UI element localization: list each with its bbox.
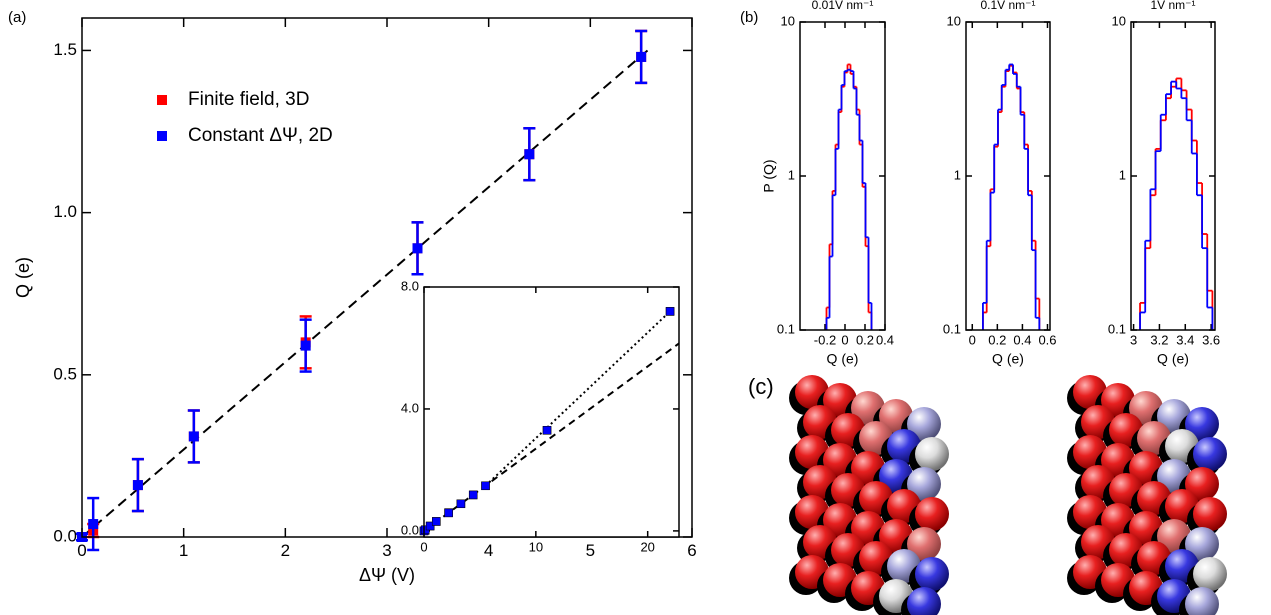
marker (468, 490, 478, 500)
x-tick-label: 0.4 (1013, 332, 1031, 347)
axes-frame (81, 17, 693, 538)
plot-area (966, 22, 1050, 330)
x-tick-label: 20 (640, 539, 654, 554)
y-tick-label: 1 (954, 167, 961, 182)
sphere (915, 557, 949, 591)
y-tick-label: 0.1 (1108, 321, 1126, 336)
y-tick-label: 1.0 (53, 202, 77, 221)
x-tick-label: 0.4 (876, 332, 894, 347)
x-tick-label: 0.2 (988, 332, 1006, 347)
x-tick-label: 5 (586, 541, 595, 560)
marker (188, 431, 199, 442)
marker (425, 521, 435, 531)
chart-title: 0.01V nm⁻¹ (812, 0, 874, 12)
x-tick-label: -0.2 (814, 332, 836, 347)
panel-label: (c) (748, 374, 774, 399)
y-tick-label: 4.0 (401, 400, 419, 415)
x-tick-label: 0 (420, 539, 427, 554)
axes-frame (965, 21, 1051, 331)
y-tick-label: 1 (788, 167, 795, 182)
plot-area (800, 22, 885, 330)
x-tick-label: 3.6 (1202, 332, 1220, 347)
axes-frame (799, 21, 886, 331)
sphere (907, 587, 941, 615)
x-tick-label: 2 (281, 541, 290, 560)
marker (481, 481, 490, 491)
y-tick-label: 10 (947, 13, 961, 28)
y-axis-label: P (Q) (761, 159, 777, 192)
sphere (907, 527, 941, 561)
sphere (907, 407, 941, 441)
chart-title: 0.1V nm⁻¹ (980, 0, 1035, 12)
y-tick-label: 10 (1112, 13, 1126, 28)
sphere (1185, 407, 1219, 441)
x-axis-label: Q (e) (1157, 351, 1189, 367)
y-tick-label: 0.5 (53, 364, 77, 383)
y-tick-label: 0.1 (943, 321, 961, 336)
fit-line (81, 46, 652, 538)
x-tick-label: 3.2 (1150, 332, 1168, 347)
plot-area (1131, 22, 1215, 330)
x-axis-label: ΔΨ (V) (359, 565, 415, 585)
marker (542, 426, 552, 435)
sphere (907, 467, 941, 501)
plot-area (424, 287, 679, 537)
axes-frame (423, 286, 680, 538)
x-axis-label: Q (e) (827, 351, 859, 367)
sphere (1193, 437, 1227, 471)
marker (524, 149, 535, 160)
x-tick-label: 3.4 (1176, 332, 1194, 347)
x-tick-label: 0 (841, 332, 848, 347)
y-tick-label: 1 (1119, 167, 1126, 182)
x-tick-label: 0.2 (856, 332, 874, 347)
x-tick-label: 3 (1130, 332, 1137, 347)
y-axis-label: Q (e) (13, 257, 33, 298)
y-tick-label: 1.5 (53, 40, 77, 59)
axes-frame (1130, 21, 1216, 331)
marker (456, 499, 466, 509)
marker (432, 517, 441, 526)
legend-label: Finite field, 3D (188, 89, 309, 110)
sphere (1193, 497, 1227, 531)
panel-label: (a) (8, 9, 26, 26)
marker (412, 243, 423, 254)
sphere (1185, 467, 1219, 501)
y-tick-label: 0.1 (777, 321, 795, 336)
x-tick-label: 1 (179, 541, 188, 560)
fit-line (423, 342, 680, 532)
x-tick-label: 0 (77, 541, 86, 560)
marker (88, 519, 99, 530)
sphere (1185, 527, 1219, 561)
marker (300, 340, 311, 351)
legend-swatch (157, 95, 167, 105)
x-tick-label: 3 (382, 541, 391, 560)
x-tick-label: 4 (484, 541, 493, 560)
marker (636, 51, 647, 62)
x-tick-label: 10 (529, 539, 543, 554)
sphere (915, 437, 949, 471)
x-tick-label: 0 (969, 332, 976, 347)
marker (444, 508, 453, 518)
x-axis-label: Q (e) (992, 351, 1024, 367)
x-tick-label: 6 (687, 541, 696, 560)
sphere-renderings (789, 375, 1227, 615)
panel-label: (b) (740, 9, 758, 26)
x-tick-label: 0.6 (1038, 332, 1056, 347)
y-tick-label: 8.0 (401, 278, 419, 293)
legend-label: Constant ΔΨ, 2D (188, 125, 333, 146)
sphere (915, 497, 949, 531)
y-tick-label: 10 (781, 13, 795, 28)
marker (665, 307, 675, 316)
y-tick-label: 0.0 (53, 526, 77, 545)
sphere (1185, 587, 1219, 615)
legend-swatch (157, 131, 167, 141)
sphere (1193, 557, 1227, 591)
y-tick-label: 0.0 (401, 522, 419, 537)
marker (132, 480, 143, 491)
trend-line (484, 310, 671, 487)
chart-title: 1V nm⁻¹ (1150, 0, 1195, 12)
